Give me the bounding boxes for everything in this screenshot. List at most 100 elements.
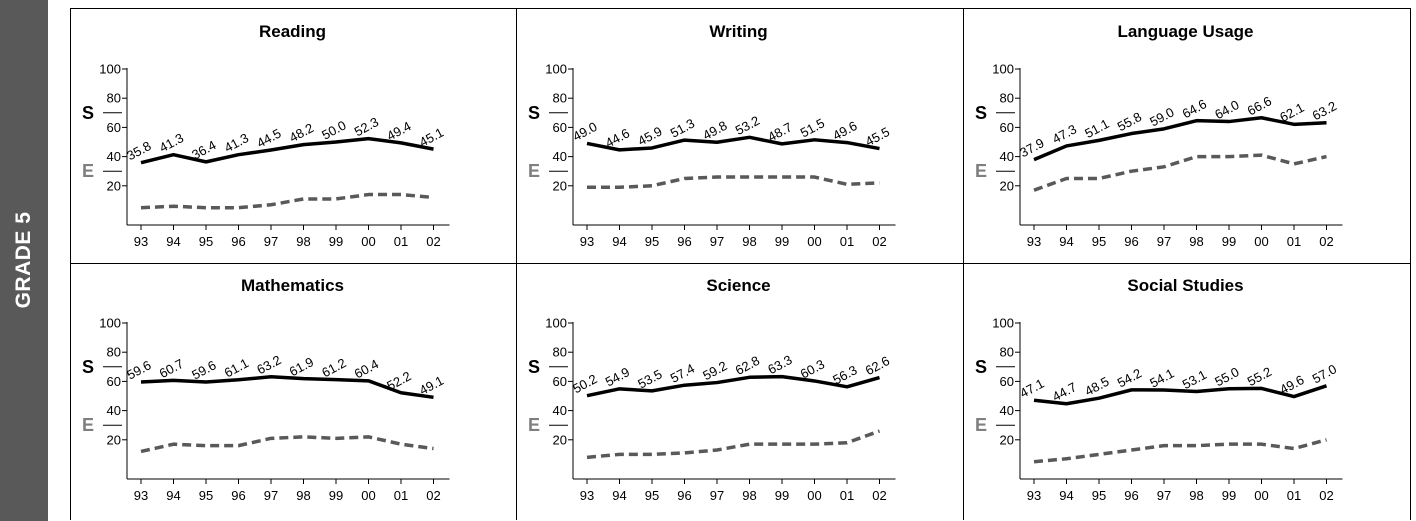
x-tick-label: 97 xyxy=(710,234,724,249)
series-s-line xyxy=(1033,116,1327,162)
data-label: 59.6 xyxy=(189,357,218,382)
series-e-line xyxy=(1033,153,1327,192)
grade-band: GRADE 5 xyxy=(0,0,48,521)
x-tick-label: 98 xyxy=(742,234,756,249)
x-tick-label: 00 xyxy=(1254,488,1268,503)
legend-s-label: S xyxy=(975,103,987,123)
x-tick-label: 93 xyxy=(1027,234,1041,249)
y-tick-label: 100 xyxy=(545,316,567,331)
chart-panel-language-usage: Language Usage 20 40 60 80 100 S E 93 94 95 96 97 98 9… xyxy=(963,8,1411,264)
chart-panel-reading: Reading 20 40 60 80 100 S E 93 94 95 96 97 98 99 00 01 02… xyxy=(70,8,517,264)
y-tick-label: 60 xyxy=(1000,120,1014,135)
chart-svg: Writing 20 40 60 80 100 S E 93 94 95 96 97 98 99 00 01 02… xyxy=(528,22,896,249)
x-tick-label: 94 xyxy=(166,488,180,503)
data-label: 47.3 xyxy=(1050,121,1079,146)
data-label: 49.8 xyxy=(700,118,729,143)
x-tick-label: 00 xyxy=(361,488,375,503)
chart-panel-social-studies: Social Studies 20 40 60 80 100 S E 93 94 95 96 97 98 9… xyxy=(963,263,1411,520)
x-tick-label: 96 xyxy=(677,234,691,249)
x-tick-label: 97 xyxy=(264,234,278,249)
x-tick-label: 02 xyxy=(426,234,440,249)
x-tick-label: 97 xyxy=(264,488,278,503)
data-label: 50.0 xyxy=(319,117,348,142)
y-tick-label: 80 xyxy=(107,91,121,106)
data-label: 48.2 xyxy=(287,120,316,145)
y-tick-label: 40 xyxy=(107,403,121,418)
x-tick-label: 94 xyxy=(166,234,180,249)
data-label: 62.1 xyxy=(1277,100,1306,125)
x-tick-label: 95 xyxy=(1092,234,1106,249)
x-tick-label: 96 xyxy=(1124,488,1138,503)
data-label: 45.5 xyxy=(863,124,892,149)
x-tick-label: 00 xyxy=(807,488,821,503)
x-tick-label: 98 xyxy=(1189,234,1203,249)
data-label: 55.0 xyxy=(1212,364,1241,389)
x-tick-label: 97 xyxy=(1157,488,1171,503)
x-tick-label: 96 xyxy=(231,234,245,249)
data-label: 51.3 xyxy=(668,116,697,141)
y-tick-label: 100 xyxy=(992,62,1014,77)
x-tick-label: 98 xyxy=(1189,488,1203,503)
x-tick-label: 93 xyxy=(580,234,594,249)
data-label: 52.3 xyxy=(352,114,381,139)
data-label: 51.5 xyxy=(798,115,827,140)
x-tick-label: 99 xyxy=(775,234,789,249)
y-tick-label: 40 xyxy=(1000,403,1014,418)
legend-e-label: E xyxy=(528,161,540,181)
legend-e-label: E xyxy=(82,161,94,181)
series-e-line xyxy=(1033,438,1327,464)
chart-svg: Reading 20 40 60 80 100 S E 93 94 95 96 97 98 99 00 01 02… xyxy=(82,22,450,249)
series-e-line xyxy=(587,175,880,190)
legend-s-label: S xyxy=(82,357,94,377)
y-tick-label: 20 xyxy=(1000,432,1014,447)
x-tick-label: 94 xyxy=(612,488,626,503)
x-tick-label: 01 xyxy=(840,234,854,249)
y-tick-label: 20 xyxy=(553,432,567,447)
x-tick-label: 02 xyxy=(872,488,886,503)
y-tick-label: 80 xyxy=(1000,91,1014,106)
y-tick-label: 40 xyxy=(1000,149,1014,164)
data-label: 59.2 xyxy=(700,358,729,383)
x-tick-label: 95 xyxy=(1092,488,1106,503)
data-label: 62.6 xyxy=(863,353,892,378)
x-tick-label: 96 xyxy=(677,488,691,503)
data-label: 54.2 xyxy=(1115,365,1144,390)
series-s-line xyxy=(140,136,434,165)
x-tick-label: 99 xyxy=(329,234,343,249)
chart-svg: Social Studies 20 40 60 80 100 S E 93 94 95 96 97 98 9… xyxy=(975,276,1343,503)
chart-svg: Science 20 40 60 80 100 S E 93 94 95 96 97 98 99 00 01 02… xyxy=(528,276,896,503)
data-label: 49.4 xyxy=(384,118,413,143)
data-label: 54.1 xyxy=(1147,365,1176,390)
data-label: 47.1 xyxy=(1017,376,1046,401)
series-s-line xyxy=(140,374,434,400)
data-label: 66.6 xyxy=(1245,93,1274,118)
data-label: 45.1 xyxy=(417,125,446,150)
y-tick-label: 100 xyxy=(99,62,121,77)
x-tick-label: 01 xyxy=(1287,234,1301,249)
chart-title: Reading xyxy=(259,22,326,41)
data-label: 61.9 xyxy=(287,354,316,379)
data-label: 60.3 xyxy=(798,356,827,381)
x-tick-label: 97 xyxy=(710,488,724,503)
series-s-line xyxy=(586,374,880,398)
x-tick-label: 95 xyxy=(645,234,659,249)
x-tick-label: 01 xyxy=(394,488,408,503)
data-label: 63.2 xyxy=(1310,98,1339,123)
y-tick-label: 60 xyxy=(553,120,567,135)
data-label: 41.3 xyxy=(157,130,186,155)
data-label: 64.0 xyxy=(1212,97,1241,122)
legend-e-label: E xyxy=(528,415,540,435)
x-tick-label: 96 xyxy=(231,488,245,503)
series-e-line xyxy=(140,435,434,454)
chart-panel-mathematics: Mathematics 20 40 60 80 100 S E 93 94 95 96 97 98 99 00… xyxy=(70,263,517,520)
x-tick-label: 93 xyxy=(580,488,594,503)
data-label: 49.1 xyxy=(417,373,446,398)
x-tick-label: 99 xyxy=(1222,234,1236,249)
x-tick-label: 00 xyxy=(1254,234,1268,249)
y-tick-label: 60 xyxy=(1000,374,1014,389)
data-label: 55.2 xyxy=(1245,364,1274,389)
y-tick-label: 60 xyxy=(553,374,567,389)
legend-e-label: E xyxy=(82,415,94,435)
chart-title: Writing xyxy=(709,22,767,41)
data-label: 44.7 xyxy=(1050,379,1079,404)
